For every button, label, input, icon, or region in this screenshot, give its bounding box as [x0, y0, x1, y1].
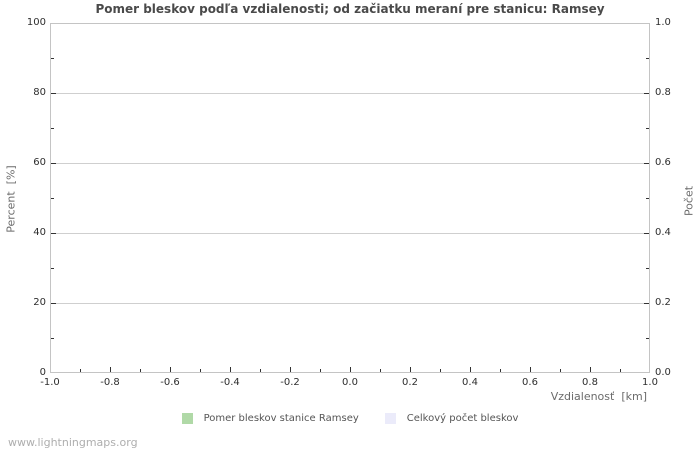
- y-left-tick-label: 40: [33, 227, 46, 238]
- x-minor-tick: [260, 369, 261, 372]
- y-right-tick-label: 1.0: [655, 17, 671, 28]
- x-tick-label: 1.0: [642, 377, 658, 388]
- gridline: [51, 303, 649, 304]
- y-left-minor-tick: [51, 58, 54, 59]
- y-right-tick-label: 0.0: [655, 367, 671, 378]
- x-major-tick: [470, 367, 471, 372]
- y-right-tick-label: 0.6: [655, 157, 671, 168]
- x-major-tick: [170, 367, 171, 372]
- y-right-minor-tick: [646, 268, 649, 269]
- x-tick-label: -1.0: [40, 377, 60, 388]
- y-left-major-tick: [51, 163, 56, 164]
- legend-item: Celkový počet bleskov: [384, 413, 519, 424]
- x-tick-label: -0.8: [100, 377, 120, 388]
- y-right-tick-label: 0.4: [655, 227, 671, 238]
- y-right-minor-tick: [646, 128, 649, 129]
- x-major-tick: [110, 367, 111, 372]
- gridline: [51, 233, 649, 234]
- x-tick-label: -0.4: [220, 377, 240, 388]
- x-minor-tick: [620, 369, 621, 372]
- legend-swatch-icon: [384, 413, 396, 424]
- y-right-major-tick: [644, 163, 649, 164]
- x-minor-tick: [440, 369, 441, 372]
- y-axis-left-title: Percent [%]: [4, 165, 18, 233]
- y-right-tick-label: 0.8: [655, 87, 671, 98]
- x-major-tick: [410, 367, 411, 372]
- plot-area: [50, 23, 650, 373]
- x-major-tick: [230, 367, 231, 372]
- x-major-tick: [590, 367, 591, 372]
- legend-swatch-icon: [181, 413, 193, 424]
- x-minor-tick: [140, 369, 141, 372]
- x-minor-tick: [320, 369, 321, 372]
- x-major-tick: [290, 367, 291, 372]
- legend: Pomer bleskov stanice Ramsey Celkový poče…: [0, 411, 700, 426]
- y-left-major-tick: [51, 233, 56, 234]
- y-left-tick-label: 60: [33, 157, 46, 168]
- y-left-minor-tick: [51, 128, 54, 129]
- chart-title: Pomer bleskov podľa vzdialenosti; od zač…: [95, 2, 605, 16]
- y-left-minor-tick: [51, 198, 54, 199]
- x-tick-label: 0.2: [402, 377, 418, 388]
- y-left-major-tick: [51, 93, 56, 94]
- x-tick-label: -0.2: [280, 377, 300, 388]
- x-tick-label: 0.4: [462, 377, 478, 388]
- y-left-tick-label: 20: [33, 297, 46, 308]
- x-axis-title: Vzdialenosť [km]: [550, 390, 647, 403]
- y-right-minor-tick: [646, 198, 649, 199]
- x-minor-tick: [500, 369, 501, 372]
- x-tick-label: -0.6: [160, 377, 180, 388]
- y-right-major-tick: [644, 233, 649, 234]
- gridline: [51, 163, 649, 164]
- x-tick-label: 0.8: [582, 377, 598, 388]
- x-minor-tick: [380, 369, 381, 372]
- y-right-minor-tick: [646, 338, 649, 339]
- x-major-tick: [350, 367, 351, 372]
- x-minor-tick: [200, 369, 201, 372]
- watermark: www.lightningmaps.org: [8, 436, 138, 449]
- x-tick-label: 0.0: [342, 377, 358, 388]
- gridline: [51, 93, 649, 94]
- x-minor-tick: [560, 369, 561, 372]
- x-tick-label: 0.6: [522, 377, 538, 388]
- x-minor-tick: [80, 369, 81, 372]
- y-axis-right-title: Počet: [682, 185, 696, 217]
- y-right-minor-tick: [646, 58, 649, 59]
- legend-item: Pomer bleskov stanice Ramsey: [181, 413, 359, 424]
- y-right-major-tick: [644, 93, 649, 94]
- y-left-tick-label: 80: [33, 87, 46, 98]
- y-left-major-tick: [51, 303, 56, 304]
- x-major-tick: [530, 367, 531, 372]
- y-left-tick-label: 0: [39, 367, 46, 378]
- y-left-minor-tick: [51, 338, 54, 339]
- legend-label: Celkový počet bleskov: [406, 413, 519, 424]
- y-right-major-tick: [644, 303, 649, 304]
- y-right-tick-label: 0.2: [655, 297, 671, 308]
- y-left-minor-tick: [51, 268, 54, 269]
- y-left-tick-label: 100: [26, 17, 46, 28]
- legend-label: Pomer bleskov stanice Ramsey: [203, 413, 359, 424]
